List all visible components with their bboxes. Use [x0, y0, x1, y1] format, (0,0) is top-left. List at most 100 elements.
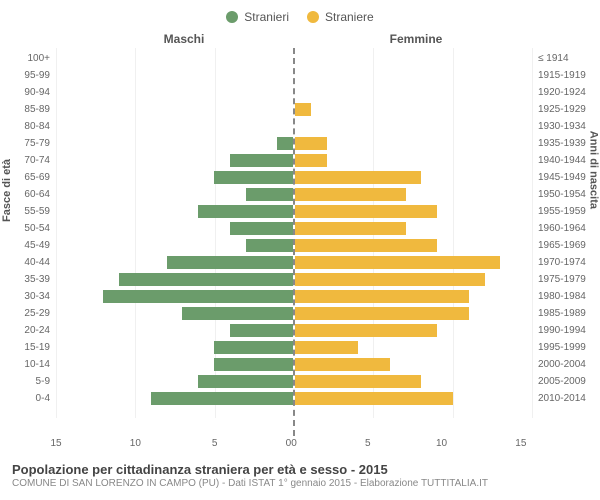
age-label: 45-49 — [12, 237, 50, 254]
bar-male — [151, 392, 293, 405]
year-label: 1935-1939 — [538, 135, 588, 152]
bars-area — [56, 48, 532, 436]
x-axis: 15 10 5 0 0 5 10 15 — [12, 438, 588, 456]
x-axis-left: 151050 — [56, 438, 294, 449]
footer-subtitle: COMUNE DI SAN LORENZO IN CAMPO (PU) - Da… — [12, 478, 588, 489]
age-label: 30-34 — [12, 288, 50, 305]
birth-year-labels: ≤ 19141915-19191920-19241925-19291930-19… — [532, 48, 588, 436]
y-axis-label-right: Anni di nascita — [587, 131, 599, 209]
age-label: 25-29 — [12, 305, 50, 322]
age-label: 75-79 — [12, 135, 50, 152]
bar-male — [198, 375, 293, 388]
age-label: 65-69 — [12, 169, 50, 186]
bar-male — [230, 222, 293, 235]
x-tick: 10 — [130, 438, 141, 449]
bar-female — [295, 137, 327, 150]
bar-male — [103, 290, 293, 303]
x-tick: 5 — [212, 438, 218, 449]
legend-label-male: Stranieri — [244, 10, 289, 24]
bar-female — [295, 341, 358, 354]
bar-female — [295, 205, 437, 218]
legend-swatch-female — [307, 11, 319, 23]
population-pyramid-chart: Stranieri Straniere Maschi Femmine Fasce… — [0, 0, 600, 500]
year-label: 1960-1964 — [538, 220, 588, 237]
year-label: ≤ 1914 — [538, 50, 588, 67]
bar-female — [295, 307, 469, 320]
chart-footer: Popolazione per cittadinanza straniera p… — [12, 462, 588, 489]
bar-female — [295, 188, 406, 201]
age-labels: 100+95-9990-9485-8980-8475-7970-7465-696… — [12, 48, 56, 436]
age-label: 40-44 — [12, 254, 50, 271]
bar-female — [295, 239, 437, 252]
year-label: 1950-1954 — [538, 186, 588, 203]
x-tick: 5 — [365, 438, 371, 449]
bar-female — [295, 324, 437, 337]
age-label: 90-94 — [12, 84, 50, 101]
year-label: 1915-1919 — [538, 67, 588, 84]
age-label: 100+ — [12, 50, 50, 67]
legend-swatch-male — [226, 11, 238, 23]
x-tick: 0 — [291, 438, 297, 449]
age-label: 80-84 — [12, 118, 50, 135]
x-tick: 10 — [436, 438, 447, 449]
bar-female — [295, 375, 421, 388]
year-label: 1975-1979 — [538, 271, 588, 288]
year-label: 1945-1949 — [538, 169, 588, 186]
age-label: 10-14 — [12, 356, 50, 373]
year-label: 1980-1984 — [538, 288, 588, 305]
bar-female — [295, 290, 469, 303]
bar-female — [295, 171, 421, 184]
year-label: 1955-1959 — [538, 203, 588, 220]
year-label: 1930-1934 — [538, 118, 588, 135]
year-label: 1940-1944 — [538, 152, 588, 169]
bar-male — [277, 137, 293, 150]
year-label: 1985-1989 — [538, 305, 588, 322]
bar-female — [295, 103, 311, 116]
x-axis-right: 0 5 10 15 — [294, 438, 532, 449]
bar-male — [230, 324, 293, 337]
year-label: 1925-1929 — [538, 101, 588, 118]
age-label: 35-39 — [12, 271, 50, 288]
bar-male — [230, 154, 293, 167]
bar-female — [295, 273, 485, 286]
bar-male — [214, 358, 293, 371]
year-label: 1965-1969 — [538, 237, 588, 254]
legend-item-female: Straniere — [307, 10, 374, 24]
x-tick: 15 — [515, 438, 526, 449]
year-label: 2010-2014 — [538, 390, 588, 407]
bars-male — [56, 48, 293, 436]
bar-female — [295, 222, 406, 235]
plot-area: Fasce di età Anni di nascita 100+95-9990… — [12, 48, 588, 436]
column-headers: Maschi Femmine — [12, 32, 588, 46]
year-label: 2005-2009 — [538, 373, 588, 390]
bar-female — [295, 392, 453, 405]
col-header-female: Femmine — [300, 32, 532, 46]
age-label: 5-9 — [12, 373, 50, 390]
col-header-male: Maschi — [68, 32, 300, 46]
bar-male — [198, 205, 293, 218]
year-label: 1995-1999 — [538, 339, 588, 356]
bar-male — [167, 256, 293, 269]
age-label: 55-59 — [12, 203, 50, 220]
bar-male — [246, 188, 293, 201]
year-label: 1990-1994 — [538, 322, 588, 339]
bar-male — [246, 239, 293, 252]
age-label: 85-89 — [12, 101, 50, 118]
age-label: 50-54 — [12, 220, 50, 237]
age-label: 0-4 — [12, 390, 50, 407]
age-label: 15-19 — [12, 339, 50, 356]
bar-male — [119, 273, 293, 286]
bars-female — [293, 48, 532, 436]
y-axis-label-left: Fasce di età — [1, 159, 13, 222]
year-label: 1920-1924 — [538, 84, 588, 101]
age-label: 95-99 — [12, 67, 50, 84]
legend: Stranieri Straniere — [12, 10, 588, 24]
footer-title: Popolazione per cittadinanza straniera p… — [12, 462, 588, 477]
bar-male — [214, 341, 293, 354]
bar-female — [295, 358, 390, 371]
legend-item-male: Stranieri — [226, 10, 289, 24]
bar-female — [295, 256, 500, 269]
bar-female — [295, 154, 327, 167]
bar-male — [182, 307, 293, 320]
year-label: 2000-2004 — [538, 356, 588, 373]
